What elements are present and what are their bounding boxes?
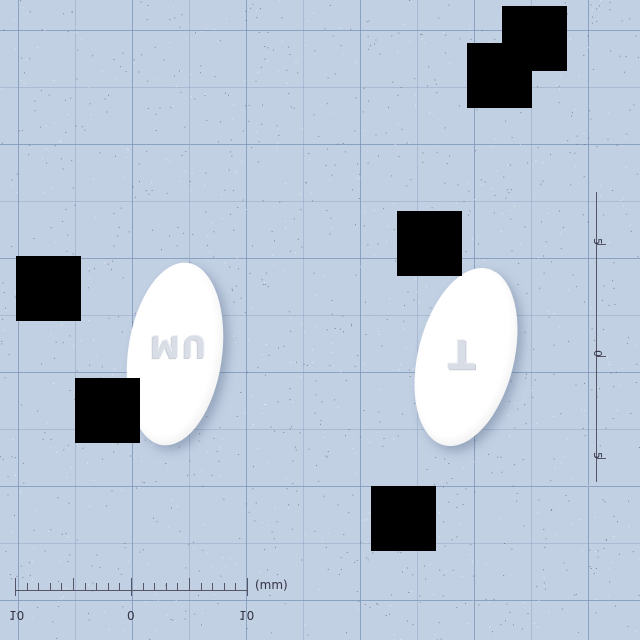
- vertical-scale-label: 0: [591, 350, 604, 357]
- horizontal-scale-unit: (mm): [255, 578, 288, 592]
- redaction-block: [397, 211, 462, 276]
- horizontal-scale-label: 10: [239, 608, 255, 622]
- vertical-scale-line: [596, 192, 597, 482]
- horizontal-scale-tick: [38, 583, 40, 590]
- vertical-scale-label: 5: [591, 238, 604, 245]
- tablet-right-imprint: T: [448, 330, 476, 376]
- redaction-block: [371, 486, 436, 551]
- horizontal-scale-tick: [189, 578, 190, 590]
- redaction-block: [467, 43, 532, 108]
- horizontal-scale-label: 0: [127, 608, 135, 622]
- horizontal-scale-tick: [49, 583, 51, 590]
- horizontal-scale-tick: [107, 583, 109, 590]
- vertical-scale-label: 5: [591, 452, 604, 459]
- horizontal-scale-tick: [200, 583, 202, 590]
- horizontal-scale-label: 10: [9, 608, 25, 622]
- horizontal-scale-tick: [154, 583, 156, 590]
- vertical-scale-tick: [596, 244, 606, 245]
- horizontal-scale-tick: [15, 578, 16, 596]
- horizontal-scale: 10 0 10 (mm): [9, 570, 315, 630]
- horizontal-scale-tick: [142, 583, 144, 590]
- horizontal-scale-tick: [26, 583, 28, 590]
- redaction-block: [75, 378, 140, 443]
- horizontal-scale-tick: [119, 583, 121, 590]
- tablet-left-imprint: MU: [150, 328, 209, 363]
- horizontal-scale-tick: [235, 583, 237, 590]
- horizontal-scale-tick: [247, 578, 248, 596]
- horizontal-scale-tick: [96, 583, 98, 590]
- vertical-scale-tick: [596, 458, 606, 459]
- horizontal-scale-tick: [212, 583, 214, 590]
- horizontal-scale-tick: [61, 583, 63, 590]
- horizontal-scale-tick: [131, 578, 132, 596]
- vertical-scale: 5 0 5: [591, 192, 618, 482]
- horizontal-scale-tick: [73, 578, 74, 590]
- horizontal-scale-tick: [84, 583, 86, 590]
- redaction-block: [16, 256, 81, 321]
- vertical-scale-tick: [596, 356, 606, 357]
- horizontal-scale-tick: [223, 583, 225, 590]
- horizontal-scale-tick: [165, 583, 167, 590]
- horizontal-scale-tick: [177, 583, 179, 590]
